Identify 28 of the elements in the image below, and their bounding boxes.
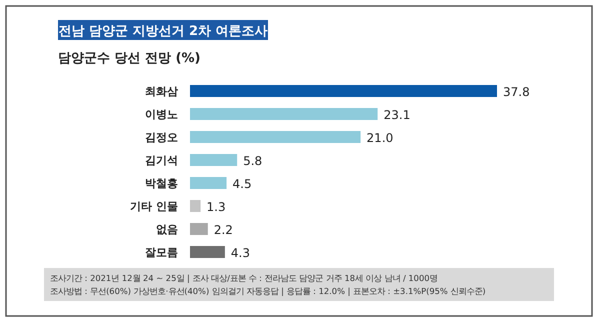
data-label: 1.3 <box>206 200 226 214</box>
y-tick-label: 없음 <box>156 223 178 236</box>
data-label: 37.8 <box>503 85 530 99</box>
y-tick-label: 이병노 <box>145 108 178 121</box>
y-tick-label: 기타 인물 <box>130 200 178 213</box>
data-label: 2.2 <box>214 223 233 237</box>
data-label: 4.3 <box>230 246 250 260</box>
bar <box>190 154 238 166</box>
title: 전남 담양군 지방선거 2차 여론조사 <box>58 20 268 40</box>
bar <box>190 246 225 258</box>
bar <box>190 200 201 212</box>
bar <box>190 108 378 120</box>
data-label: 23.1 <box>384 108 410 122</box>
annotations: 조사기간 : 2021년 12월 24 ~ 25일 | 조사 대상/표본 수 : 전라남도 담양군 거주 18세 이상 남녀 / 1000명 조사방법 : 무선(60%) 가상번호·유선(40%) 임의걸기 자동응답 | 응답률 : 12.0% | 표본오차 : ±3.1%P(95% 신뢰수준) <box>44 268 554 301</box>
data-label: 4.5 <box>232 177 252 191</box>
y-tick-label: 박철홍 <box>145 177 178 190</box>
data-label: 5.8 <box>243 154 262 168</box>
bar <box>190 85 497 97</box>
bar <box>190 177 227 189</box>
y-tick-label: 잘모름 <box>145 246 178 259</box>
bar <box>190 223 208 235</box>
bar <box>190 131 361 143</box>
y-tick-label: 최화삼 <box>145 85 178 98</box>
chart-subtitle: 담양군수 당선 전망 (%) <box>58 51 200 66</box>
data-label: 21.0 <box>366 131 394 145</box>
chart-title: 전남 담양군 지방선거 2차 여론조사 <box>58 24 268 39</box>
y-tick-label: 김정오 <box>145 131 178 144</box>
y-tick-label: 김기석 <box>145 154 178 167</box>
